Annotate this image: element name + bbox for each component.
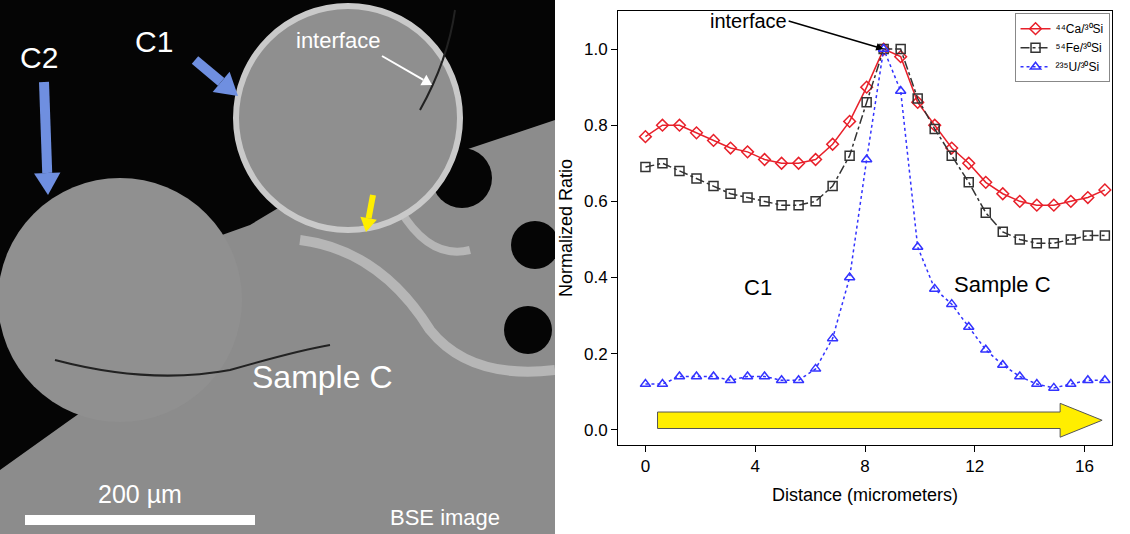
svg-text:0.4: 0.4 [584, 268, 608, 287]
svg-text:Sample C: Sample C [954, 272, 1051, 297]
svg-text:1.0: 1.0 [584, 40, 608, 59]
svg-text:0.0: 0.0 [584, 421, 608, 440]
svg-text:16: 16 [1075, 457, 1094, 476]
svg-text:200 µm: 200 µm [98, 480, 182, 508]
svg-text:C1: C1 [135, 25, 173, 58]
svg-text:C1: C1 [744, 275, 772, 300]
svg-text:⁴⁴Ca/³⁰Si: ⁴⁴Ca/³⁰Si [1056, 22, 1104, 36]
svg-text:²³⁵U/³⁰Si: ²³⁵U/³⁰Si [1056, 60, 1100, 74]
svg-text:BSE image: BSE image [390, 505, 500, 530]
svg-text:0.6: 0.6 [584, 192, 608, 211]
svg-text:0.2: 0.2 [584, 345, 608, 364]
svg-text:0: 0 [641, 457, 650, 476]
svg-text:8: 8 [860, 457, 869, 476]
svg-text:interface: interface [296, 28, 380, 53]
svg-text:0.8: 0.8 [584, 116, 608, 135]
svg-text:Normalized Ratio: Normalized Ratio [556, 159, 576, 297]
svg-text:Distance (micrometers): Distance (micrometers) [772, 485, 958, 505]
svg-text:C2: C2 [20, 41, 58, 74]
svg-text:12: 12 [965, 457, 984, 476]
svg-text:interface: interface [710, 10, 787, 32]
svg-text:Sample C: Sample C [252, 359, 393, 395]
svg-text:⁵⁴Fe/³⁰Si: ⁵⁴Fe/³⁰Si [1056, 41, 1102, 55]
svg-text:4: 4 [750, 457, 759, 476]
